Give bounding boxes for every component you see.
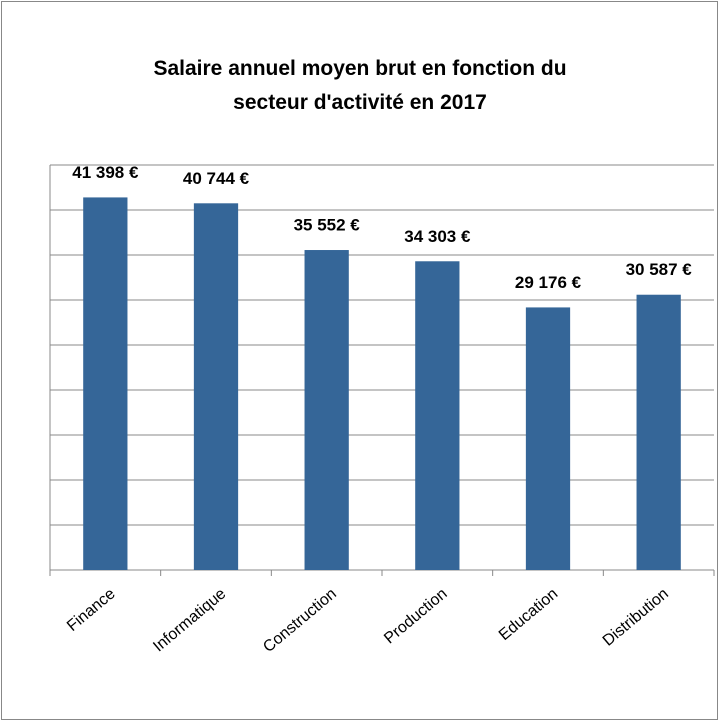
bar: [83, 197, 128, 570]
bar: [415, 261, 460, 570]
data-label: 30 587 €: [626, 260, 693, 279]
bar: [525, 307, 571, 570]
data-label: 41 398 €: [72, 163, 139, 182]
bar: [304, 250, 349, 571]
bar: [636, 294, 681, 570]
chart-title: Salaire annuel moyen brut en fonction du…: [153, 57, 567, 114]
data-label: 29 176 €: [515, 273, 582, 292]
data-label: 34 303 €: [404, 227, 471, 246]
data-label: 40 744 €: [183, 169, 250, 188]
data-label: 35 552 €: [294, 216, 361, 235]
bar: [193, 203, 239, 570]
